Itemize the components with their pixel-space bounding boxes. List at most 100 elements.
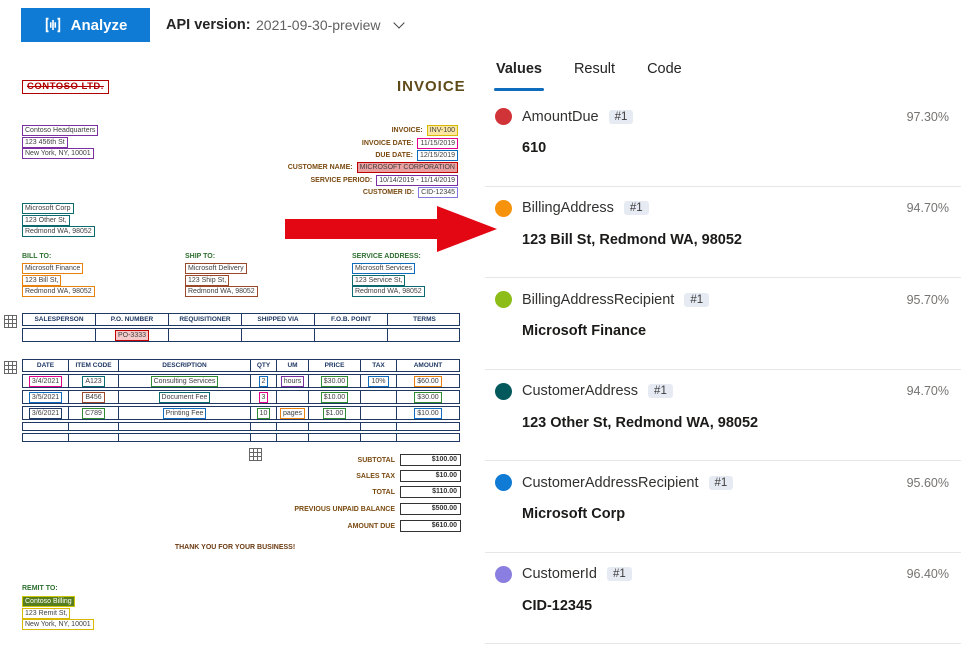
total-label: TOTAL [372,489,395,496]
field-item-amountdue[interactable]: AmountDue #1 97.30% 610 [485,95,961,187]
field-value: 123 Other St, Redmond WA, 98052 [522,414,759,431]
item-cell [251,434,277,441]
remit-to-line2: New York, NY, 10001 [22,619,94,630]
field-count-badge: #1 [608,109,634,124]
cell-value: $60.00 [414,375,442,387]
meta-service-period: SERVICE PERIOD: 10/14/2019 - 11/14/2019 [310,175,458,186]
cell-value: $30.00 [320,375,349,387]
po-table: SALESPERSON P.O. NUMBER REQUISITIONER SH… [22,313,460,342]
item-cell: 3/4/2021 [23,375,69,387]
meta-label: SERVICE PERIOD: [310,177,373,184]
meta-value: 10/14/2019 - 11/14/2019 [376,175,458,186]
item-cell [361,407,397,419]
item-cell [69,423,119,430]
api-version-label: API version: [166,17,251,33]
meta-value: 11/15/2019 [417,138,458,149]
item-cell [309,434,361,441]
po-header-cell: SHIPPED VIA [242,314,315,325]
item-cell [277,391,309,403]
field-count-badge: #1 [648,384,673,398]
total-value: $110.00 [400,486,461,498]
field-item-customerid[interactable]: CustomerId #1 96.40% CID-12345 [485,552,961,644]
tab-values[interactable]: Values [494,55,544,91]
po-table-header: SALESPERSON P.O. NUMBER REQUISITIONER SH… [22,313,460,326]
table-icon[interactable] [4,315,17,328]
po-cell [388,329,461,341]
red-arrow-annotation [285,206,497,252]
table-empty-row [22,422,460,431]
api-version-dropdown[interactable]: 2021-09-30-preview [256,17,405,33]
field-header: BillingAddressRecipient #1 95.70% [495,291,951,308]
field-value: Microsoft Corp [522,506,626,522]
po-header-cell: TERMS [413,316,436,323]
field-color-dot [495,382,512,400]
analyze-button-label: Analyze [70,16,128,34]
cell-value: 3/5/2021 [28,391,63,403]
item-cell [119,434,251,441]
bill-to-label: BILL TO: [22,253,52,260]
amount-due-label: AMOUNT DUE [347,523,395,530]
salestax-value: $10.00 [400,470,461,482]
analyze-button[interactable]: Analyze [21,8,150,42]
field-count-badge: #1 [606,567,632,581]
item-cell [119,423,251,430]
field-item-billingaddressrecipient[interactable]: BillingAddressRecipient #1 95.70% Micros… [485,278,961,370]
subtotal-label: SUBTOTAL [357,457,395,464]
bill-to-name: Microsoft Finance [22,263,84,274]
items-header-cell: DESCRIPTION [119,360,251,371]
meta-customer-id: CUSTOMER ID: CID-12345 [363,187,458,198]
item-cell: $30.00 [309,375,361,387]
meta-invoice-number: INVOICE: INV-100 [392,125,458,136]
salestax-label: SALES TAX [356,473,395,480]
cell-value: $30.00 [414,391,442,403]
field-confidence: 97.30% [906,109,949,124]
tab-code[interactable]: Code [647,61,682,77]
item-cell [397,434,459,441]
meta-customer-name: CUSTOMER NAME: MICROSOFT CORPORATION [288,162,458,173]
table-icon[interactable] [249,448,262,461]
field-header: CustomerId #1 96.40% [495,565,951,583]
meta-label: INVOICE: [391,127,423,134]
remit-to-name: Contoso Billing [22,596,75,607]
po-header-cell: F.O.B. POINT [315,314,388,325]
field-color-dot [495,474,512,491]
cell-value: hours [280,375,305,387]
field-value: 123 Bill St, Redmond WA, 98052 [522,231,742,248]
item-cell: 10 [251,407,277,419]
field-confidence: 94.70% [906,384,949,398]
items-header-cell: DATE [23,360,69,371]
po-cell: PO-3333 [96,329,169,341]
field-header: AmountDue #1 97.30% [495,108,951,125]
api-version-value: 2021-09-30-preview [256,17,381,33]
field-header: CustomerAddressRecipient #1 95.60% [495,474,951,491]
item-cell: Printing Fee [119,407,251,419]
subtotal-value: $100.00 [400,454,461,466]
remit-to-label: REMIT TO: [22,585,58,592]
item-cell: A123 [69,375,119,387]
item-cell: 3 [251,391,277,403]
field-item-customeraddressrecipient[interactable]: CustomerAddressRecipient #1 95.60% Micro… [485,461,961,553]
meta-value: MICROSOFT CORPORATION [356,162,458,173]
item-cell [23,434,69,441]
table-row: 3/4/2021 A123 Consulting Services 2 hour… [22,374,460,388]
item-cell: B456 [69,391,119,403]
meta-label: CUSTOMER NAME: [287,164,353,171]
item-cell [69,434,119,441]
field-color-dot [495,108,512,125]
field-item-billingaddress[interactable]: BillingAddress #1 94.70% 123 Bill St, Re… [485,186,961,278]
po-cell [315,329,388,341]
field-item-customeraddress[interactable]: CustomerAddress #1 94.70% 123 Other St, … [485,369,961,461]
invoice-title: INVOICE [397,78,466,95]
field-name: CustomerAddress [522,383,639,399]
meta-value: 12/15/2019 [416,150,458,161]
table-icon[interactable] [4,361,17,374]
items-header-cell: TAX [361,360,397,371]
field-confidence: 95.60% [906,475,949,490]
po-header-cell: P.O. NUMBER [96,314,169,325]
tab-result[interactable]: Result [573,61,616,77]
ship-to-name: Microsoft Delivery [185,263,247,274]
meta-label: INVOICE DATE: [361,140,414,147]
customer-address-line1: 123 Other St, [22,215,70,226]
table-empty-row [22,433,460,442]
